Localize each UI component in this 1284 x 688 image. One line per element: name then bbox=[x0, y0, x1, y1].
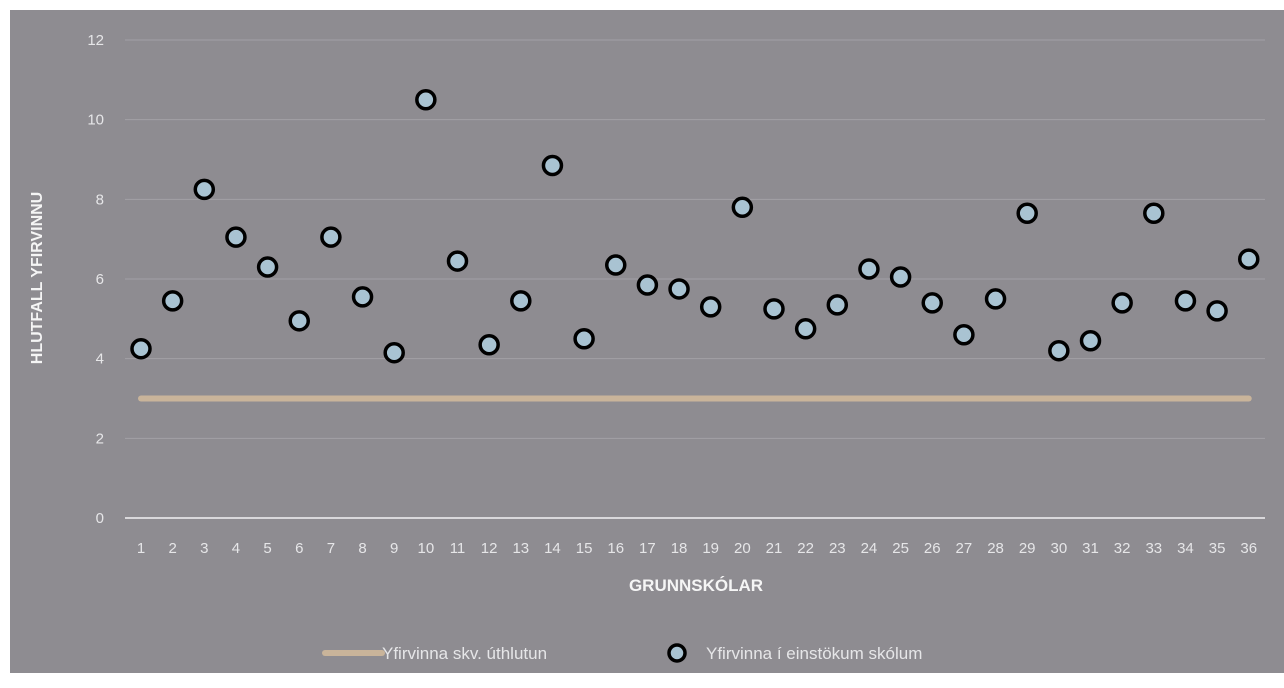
x-tick-label: 12 bbox=[481, 540, 498, 557]
x-tick-label: 36 bbox=[1240, 540, 1257, 557]
gridlines bbox=[125, 39, 1265, 519]
x-tick-label: 29 bbox=[1019, 540, 1036, 557]
scatter-point bbox=[541, 154, 564, 177]
x-tick-label: 33 bbox=[1145, 540, 1162, 557]
scatter-point bbox=[1143, 202, 1165, 225]
y-tick-label: 8 bbox=[96, 191, 104, 208]
x-tick-label: 14 bbox=[544, 540, 561, 557]
x-tick-label: 34 bbox=[1177, 540, 1194, 557]
y-tick-label: 12 bbox=[87, 32, 104, 49]
scatter-point bbox=[1079, 329, 1102, 352]
x-tick-label: 25 bbox=[892, 540, 909, 557]
scatter-point bbox=[636, 274, 659, 296]
scatter-point bbox=[1048, 339, 1070, 362]
x-tick-label: 4 bbox=[232, 540, 240, 557]
x-tick-label: 23 bbox=[829, 540, 846, 557]
x-tick-label: 16 bbox=[607, 540, 624, 557]
x-tick-label: 35 bbox=[1209, 540, 1226, 557]
scatter-point bbox=[320, 226, 342, 248]
scatter-point bbox=[984, 288, 1007, 310]
scatter-point bbox=[351, 286, 374, 308]
x-tick-label: 18 bbox=[671, 540, 688, 557]
x-tick-label: 20 bbox=[734, 540, 751, 557]
scatter-point bbox=[288, 310, 310, 332]
legend-point-label: Yfirvinna í einstökum skólum bbox=[706, 644, 922, 663]
x-tick-label: 11 bbox=[450, 540, 466, 557]
legend-line-label: Yfirvinna skv. úthlutun bbox=[382, 644, 547, 663]
x-tick-label: 13 bbox=[512, 540, 529, 557]
x-tick-label: 26 bbox=[924, 540, 941, 557]
x-tick-label: 27 bbox=[956, 540, 973, 557]
x-tick-label: 21 bbox=[766, 540, 783, 557]
scatter-point bbox=[415, 89, 437, 111]
scatter-point bbox=[161, 290, 184, 312]
scatter-point bbox=[699, 296, 722, 318]
x-tick-label: 2 bbox=[168, 540, 176, 557]
x-tick-label: 17 bbox=[639, 540, 656, 557]
y-tick-label: 6 bbox=[96, 271, 104, 288]
scatter-point bbox=[1238, 248, 1260, 270]
scatter-point bbox=[130, 337, 152, 360]
x-tick-label: 6 bbox=[295, 540, 303, 557]
x-tick-label: 10 bbox=[418, 540, 435, 557]
x-tick-label: 31 bbox=[1082, 540, 1099, 557]
scatter-point bbox=[1206, 300, 1228, 322]
scatter-point bbox=[953, 324, 975, 346]
y-tick-label: 10 bbox=[87, 112, 104, 129]
scatter-point bbox=[794, 318, 817, 340]
x-tick-label: 9 bbox=[390, 540, 398, 557]
y-tick-label: 2 bbox=[96, 430, 104, 447]
scatter-point bbox=[763, 298, 785, 320]
scatter-point bbox=[383, 341, 405, 364]
scatter-point bbox=[225, 226, 247, 248]
scatter-point bbox=[605, 254, 627, 276]
legend: Yfirvinna skv. úthlutun Yfirvinna í eins… bbox=[322, 643, 922, 663]
scatter-point bbox=[573, 328, 595, 350]
x-tick-label: 30 bbox=[1051, 540, 1068, 557]
x-tick-label: 22 bbox=[797, 540, 814, 557]
x-tick-label: 32 bbox=[1114, 540, 1131, 557]
scatter-points bbox=[130, 89, 1260, 364]
scatter-point bbox=[731, 196, 754, 219]
x-tick-labels: 1 2 3 4 5 6 7 8 9 10 11 12 13 14 15 16 17 18 19 20 21 22 23 24 2… bbox=[137, 540, 1257, 557]
chart-background bbox=[10, 10, 1284, 673]
scatter-point bbox=[889, 266, 912, 288]
scatter-point bbox=[256, 256, 279, 278]
legend-point-swatch bbox=[667, 643, 687, 663]
scatter-point bbox=[668, 278, 690, 300]
y-tick-label: 0 bbox=[96, 510, 104, 527]
scatter-point bbox=[478, 333, 500, 356]
x-tick-label: 19 bbox=[702, 540, 719, 557]
x-tick-label: 7 bbox=[327, 540, 335, 557]
x-tick-label: 8 bbox=[358, 540, 366, 557]
scatter-point bbox=[826, 294, 849, 316]
scatter-point bbox=[510, 290, 532, 312]
x-tick-label: 15 bbox=[576, 540, 593, 557]
scatter-point bbox=[193, 178, 216, 201]
y-axis-title: HLUTFALL YFIRVINNU bbox=[29, 192, 46, 364]
y-tick-labels: 0 2 4 6 8 10 12 bbox=[87, 32, 104, 527]
x-tick-label: 5 bbox=[263, 540, 271, 557]
scatter-point bbox=[446, 250, 469, 272]
x-axis-title: GRUNNSKÓLAR bbox=[629, 576, 763, 595]
scatter-point bbox=[1111, 292, 1133, 314]
scatter-point bbox=[1174, 290, 1197, 312]
x-tick-label: 28 bbox=[987, 540, 1004, 557]
x-tick-label: 3 bbox=[200, 540, 208, 557]
scatter-point bbox=[858, 258, 880, 280]
x-tick-label: 1 bbox=[137, 540, 145, 557]
y-tick-label: 4 bbox=[96, 351, 104, 368]
scatter-point bbox=[1016, 202, 1038, 225]
x-tick-label: 24 bbox=[861, 540, 878, 557]
scatter-point bbox=[921, 292, 943, 314]
